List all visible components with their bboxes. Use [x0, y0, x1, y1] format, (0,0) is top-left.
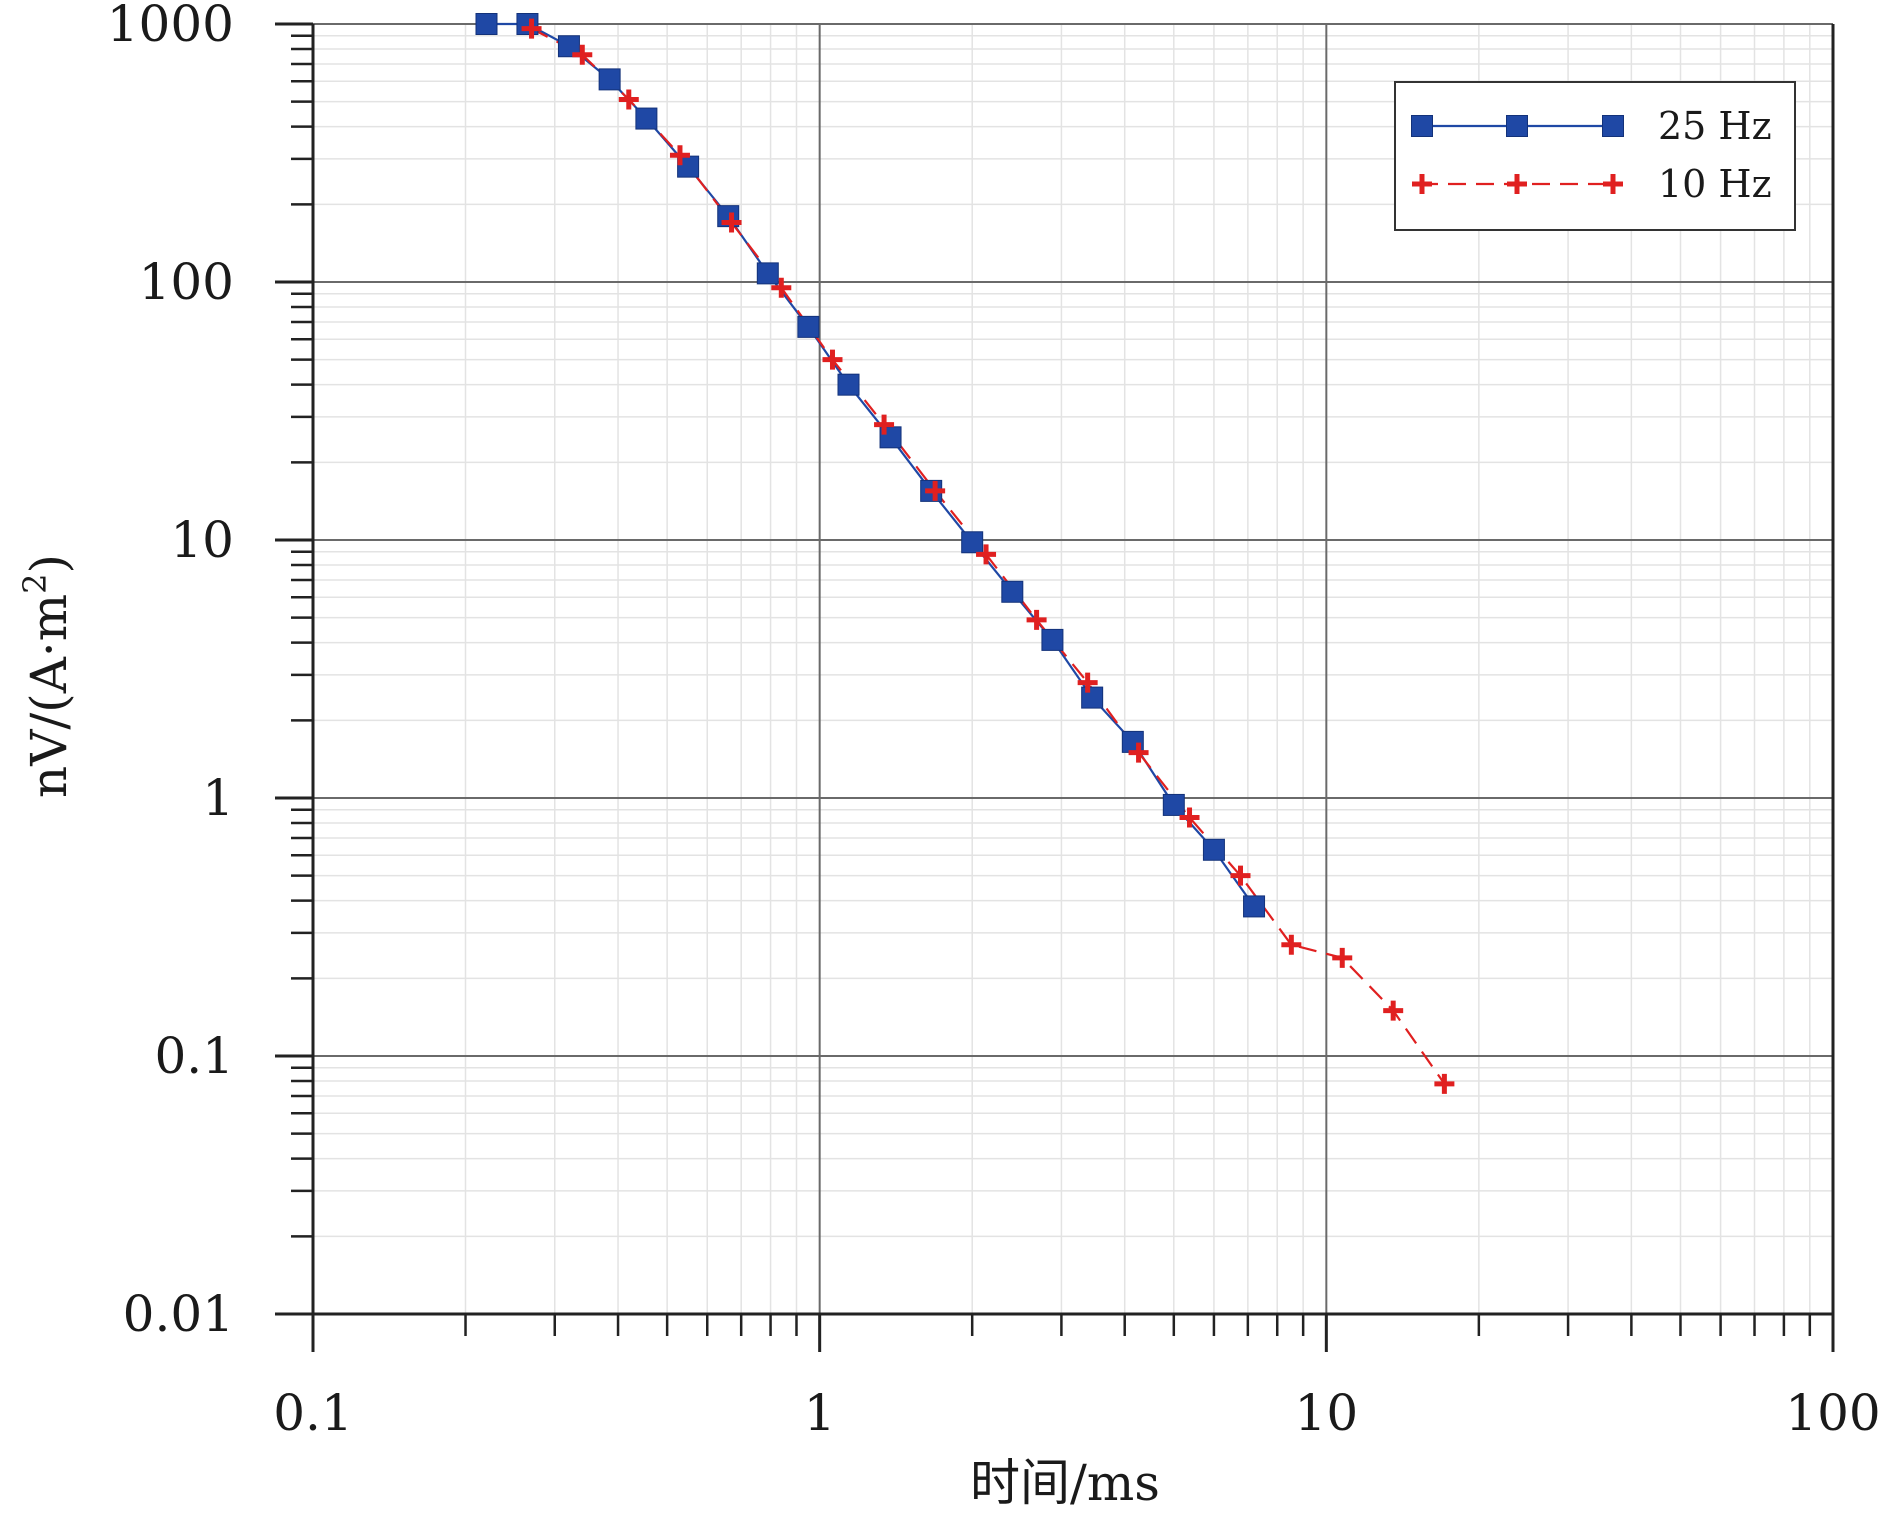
data-point-10hz — [669, 145, 690, 166]
axis-ticks — [275, 22, 1835, 1352]
series-lines — [486, 22, 1446, 1085]
data-point-10hz — [1383, 1000, 1404, 1021]
data-point-10hz — [1179, 807, 1200, 828]
y-axis-title-close: ) — [20, 554, 78, 574]
data-point-25hz — [1041, 628, 1064, 651]
data-point-10hz — [822, 349, 843, 370]
y-axis-title-superscript: 2 — [16, 574, 54, 594]
legend-marker-25hz — [1411, 115, 1433, 137]
data-point-10hz — [976, 544, 997, 565]
tick-labels: 0.1 1 10 100 0.01 0.1 1 10 100 1000 — [107, 0, 1881, 1442]
legend: 25 Hz 10 Hz — [1394, 81, 1796, 231]
data-point-25hz — [557, 35, 580, 58]
data-point-10hz — [721, 212, 742, 233]
data-point-25hz — [756, 262, 779, 285]
x-axis-title: 时间/ms — [970, 1454, 1160, 1512]
data-point-10hz — [521, 18, 542, 39]
legend-marker-10hz — [1412, 174, 1432, 194]
data-point-10hz — [874, 414, 895, 435]
legend-marker-10hz — [1603, 174, 1623, 194]
data-point-10hz — [1281, 934, 1302, 955]
data-point-10hz — [618, 89, 639, 110]
y-tick-label: 100 — [139, 253, 234, 311]
data-point-25hz — [1162, 793, 1185, 816]
legend-marker-25hz — [1506, 115, 1528, 137]
data-point-10hz — [925, 480, 946, 501]
y-tick-label: 10 — [170, 511, 234, 569]
data-point-25hz — [1243, 895, 1266, 918]
legend-label-10hz: 10 Hz — [1658, 162, 1772, 206]
x-tick-label: 100 — [1785, 1384, 1880, 1442]
data-point-25hz — [516, 13, 539, 35]
x-tick-label: 10 — [1295, 1384, 1359, 1442]
legend-label-25hz: 25 Hz — [1658, 104, 1772, 148]
legend-marker-10hz — [1507, 174, 1527, 194]
data-point-10hz — [771, 277, 792, 298]
data-point-10hz — [1026, 609, 1047, 630]
data-point-25hz — [1081, 686, 1104, 709]
data-point-25hz — [1202, 838, 1225, 861]
legend-marker-25hz — [1602, 115, 1624, 137]
data-point-25hz — [1001, 580, 1024, 603]
data-point-25hz — [475, 13, 498, 35]
data-point-25hz — [797, 315, 820, 338]
data-point-25hz — [598, 68, 621, 91]
y-tick-label: 1 — [202, 769, 234, 827]
data-point-25hz — [837, 373, 860, 396]
data-point-10hz — [1230, 865, 1251, 886]
legend-box — [1394, 81, 1796, 231]
legend-entry-10hz — [1412, 174, 1623, 194]
data-point-10hz — [1434, 1073, 1455, 1094]
y-axis-title: nV/(A·m2) — [16, 554, 78, 798]
series-line-25hz — [486, 22, 1255, 908]
data-point-25hz — [635, 107, 658, 130]
data-point-10hz — [1128, 742, 1149, 763]
axes — [311, 24, 1835, 1316]
y-tick-label: 1000 — [107, 0, 234, 53]
x-tick-label: 1 — [804, 1384, 836, 1442]
minor-grid — [313, 24, 1833, 1314]
y-axis-title-main: nV/(A·m — [20, 594, 78, 798]
y-tick-label: 0.1 — [154, 1027, 234, 1085]
x-tick-label: 0.1 — [273, 1384, 353, 1442]
data-point-25hz — [961, 531, 984, 554]
data-point-10hz — [1332, 947, 1353, 968]
y-tick-label: 0.01 — [123, 1285, 234, 1343]
data-point-10hz — [1077, 672, 1098, 693]
series-markers — [475, 13, 1455, 1094]
data-point-10hz — [572, 44, 593, 65]
legend-entry-25hz — [1411, 115, 1624, 137]
